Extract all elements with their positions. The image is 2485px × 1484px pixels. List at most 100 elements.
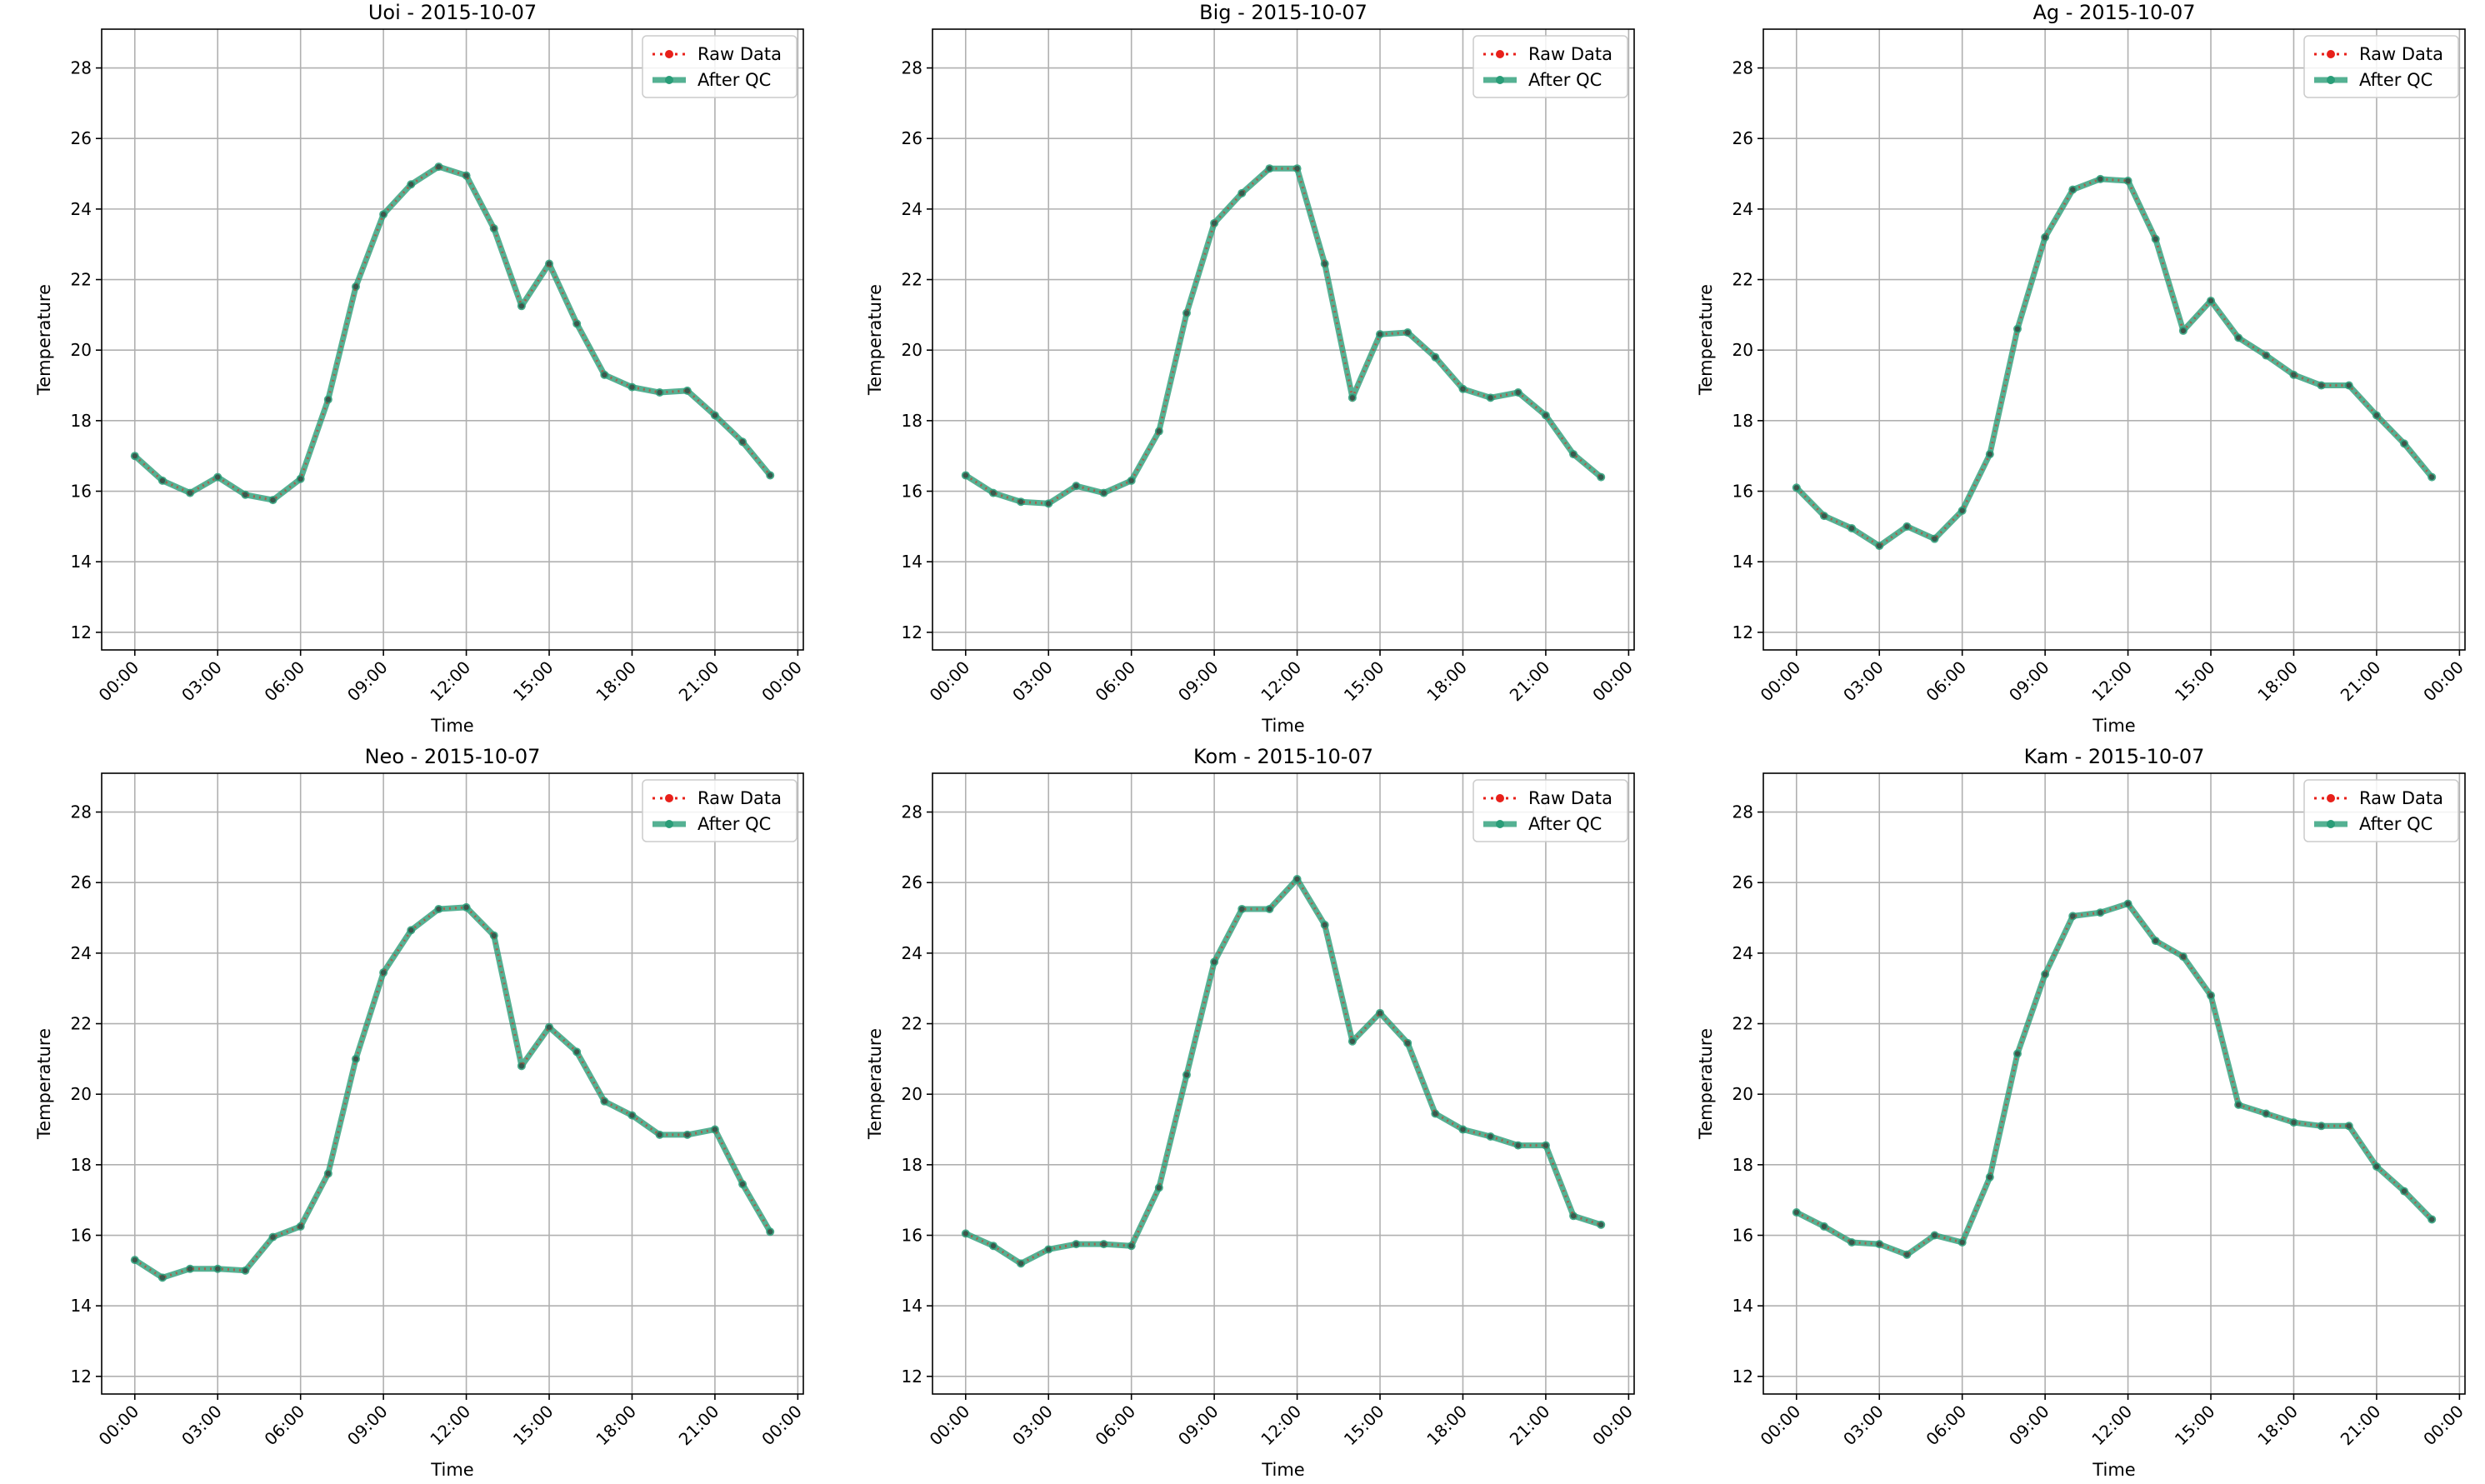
point-raw-data	[1294, 876, 1300, 882]
y-axis-label: Temperature	[865, 284, 885, 396]
chart-title: Big - 2015-10-07	[1199, 1, 1368, 24]
point-raw-data	[1460, 386, 1466, 392]
y-axis-label: Temperature	[865, 1028, 885, 1140]
legend-label-after-qc: After QC	[698, 814, 771, 834]
point-raw-data	[1904, 523, 1910, 530]
point-raw-data	[2070, 913, 2076, 919]
point-raw-data	[2263, 352, 2269, 358]
point-raw-data	[684, 1132, 690, 1138]
y-tick-label: 12	[71, 1367, 92, 1387]
legend: Raw Data After QC	[642, 779, 798, 842]
point-raw-data	[602, 1098, 608, 1104]
x-axis-label: Time	[2092, 1460, 2135, 1480]
y-tick-label: 28	[902, 802, 922, 822]
legend-label-raw-data: Raw Data	[2359, 788, 2443, 808]
y-tick-label: 14	[71, 552, 92, 572]
point-raw-data	[768, 472, 773, 478]
point-raw-data	[739, 1181, 746, 1187]
legend: Raw Data After QC	[2303, 779, 2459, 842]
chart-title: Uoi - 2015-10-07	[368, 1, 537, 24]
y-tick-label: 26	[71, 128, 92, 148]
y-tick-label: 12	[1732, 1367, 1753, 1387]
legend-label-after-qc: After QC	[698, 70, 771, 90]
y-tick-label: 28	[902, 58, 922, 78]
y-tick-label: 14	[902, 1296, 922, 1316]
y-tick-label: 26	[1732, 128, 1753, 148]
point-raw-data	[1322, 261, 1328, 267]
point-raw-data	[2208, 992, 2214, 998]
y-axis-label: Temperature	[34, 1028, 54, 1140]
series-line-raw-data	[964, 167, 1602, 505]
series-line-raw-data	[133, 165, 772, 502]
point-raw-data	[1848, 1239, 1855, 1246]
legend-marker-after-qc	[1496, 76, 1504, 84]
point-raw-data	[1932, 1232, 1938, 1238]
legend-label-raw-data: Raw Data	[2359, 44, 2443, 64]
point-raw-data	[1959, 1239, 1965, 1246]
point-raw-data	[712, 1127, 718, 1132]
point-raw-data	[2429, 474, 2435, 480]
legend-marker-raw-data	[665, 50, 673, 58]
x-axis-label: Time	[2092, 716, 2135, 736]
point-raw-data	[1959, 507, 1965, 513]
legend-label-raw-data: Raw Data	[1528, 44, 1612, 64]
point-raw-data	[2042, 972, 2048, 977]
point-raw-data	[1377, 331, 1383, 337]
point-raw-data	[962, 1231, 968, 1237]
chart-title: Ag - 2015-10-07	[2032, 1, 2195, 24]
y-tick-label: 18	[902, 411, 922, 431]
point-raw-data	[408, 182, 414, 187]
point-raw-data	[491, 225, 497, 232]
point-raw-data	[2098, 176, 2103, 182]
point-raw-data	[2318, 382, 2324, 388]
point-raw-data	[962, 472, 968, 478]
legend-marker-raw-data	[2327, 794, 2335, 802]
y-tick-label: 18	[1732, 411, 1753, 431]
point-raw-data	[1793, 1209, 1799, 1216]
point-raw-data	[657, 1132, 662, 1138]
legend-marker-after-qc	[2327, 820, 2335, 828]
x-axis-label: Time	[430, 1460, 473, 1480]
point-raw-data	[1515, 389, 1521, 396]
point-raw-data	[1404, 329, 1411, 336]
legend-marker-after-qc	[665, 820, 673, 828]
point-raw-data	[1570, 451, 1577, 457]
point-raw-data	[1239, 906, 1245, 912]
point-raw-data	[1432, 1111, 1438, 1117]
point-raw-data	[2346, 382, 2352, 388]
y-tick-label: 12	[71, 622, 92, 642]
chart-title: Kom - 2015-10-07	[1193, 745, 1373, 768]
series-line-after-qc	[1793, 901, 2435, 1258]
legend-label-raw-data: Raw Data	[698, 44, 782, 64]
y-tick-label: 28	[1732, 58, 1753, 78]
point-raw-data	[298, 1223, 303, 1230]
axes-frame	[1762, 772, 2466, 1395]
point-raw-data	[2346, 1123, 2352, 1129]
point-raw-data	[325, 397, 332, 402]
point-raw-data	[1877, 542, 1882, 549]
point-raw-data	[436, 163, 442, 170]
y-tick-label: 24	[71, 199, 92, 219]
point-raw-data	[1294, 166, 1300, 172]
y-tick-label: 20	[71, 1084, 92, 1104]
point-raw-data	[739, 439, 746, 445]
point-raw-data	[270, 497, 276, 503]
y-tick-label: 26	[71, 872, 92, 892]
legend-label-after-qc: After QC	[2359, 814, 2432, 834]
legend-label-after-qc: After QC	[2359, 70, 2432, 90]
y-tick-label: 24	[902, 943, 922, 963]
series-line-raw-data	[133, 906, 772, 1279]
point-raw-data	[2429, 1217, 2435, 1222]
y-tick-label: 16	[902, 1226, 922, 1246]
point-raw-data	[768, 1229, 773, 1235]
point-raw-data	[546, 1024, 552, 1030]
point-raw-data	[1349, 1038, 1356, 1044]
point-raw-data	[215, 474, 221, 480]
point-raw-data	[1211, 220, 1218, 227]
point-raw-data	[1018, 499, 1024, 505]
point-raw-data	[2373, 412, 2380, 418]
legend: Raw Data After QC	[642, 35, 798, 98]
y-tick-label: 16	[902, 482, 922, 502]
point-raw-data	[2098, 910, 2103, 916]
